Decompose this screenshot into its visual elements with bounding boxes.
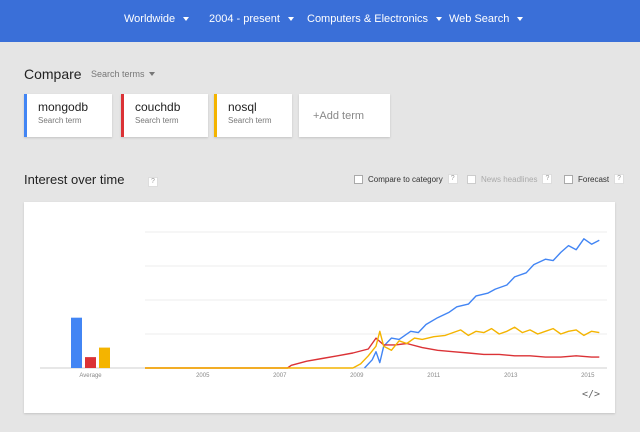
term-color-bar	[121, 94, 124, 137]
term-name: couchdb	[135, 100, 181, 114]
x-tick-label: 2015	[581, 373, 595, 379]
average-bar-mongodb	[71, 317, 82, 368]
category-filter[interactable]: Computers & Electronics	[307, 13, 443, 25]
compare-to-category-checkbox[interactable]	[354, 174, 363, 184]
news-headlines-option: News headlines ?	[467, 174, 553, 184]
interest-over-time-heading: Interest over time	[24, 172, 125, 187]
forecast-label: Forecast	[578, 174, 610, 184]
term-name: mongodb	[38, 100, 89, 114]
filter-bar: Worldwide 2004 - present Computers & Ele…	[0, 0, 640, 42]
compare-to-category-option[interactable]: Compare to category ?	[354, 174, 458, 184]
term-card-mongodb[interactable]: mongodb Search term	[24, 94, 112, 137]
add-term-button[interactable]: +Add term	[299, 94, 390, 137]
time-range-filter[interactable]: 2004 - present	[209, 13, 294, 25]
x-tick-label: 2007	[273, 373, 287, 379]
search-terms-label: Search terms	[91, 69, 145, 79]
forecast-option[interactable]: Forecast ?	[564, 174, 625, 184]
time-range-filter-label: 2004 - present	[209, 13, 280, 25]
term-card-nosql[interactable]: nosql Search term	[214, 94, 292, 137]
news-headlines-label: News headlines	[481, 174, 538, 184]
help-icon[interactable]: ?	[542, 174, 553, 184]
chevron-down-icon	[287, 17, 294, 21]
series-line-nosql	[145, 326, 600, 369]
forecast-checkbox[interactable]	[564, 174, 573, 184]
term-name: nosql	[228, 100, 257, 114]
compare-to-category-label: Compare to category	[368, 174, 443, 184]
x-tick-label: 2005	[196, 373, 210, 379]
term-subtitle: Search term	[135, 116, 179, 125]
region-filter[interactable]: Worldwide	[124, 13, 190, 25]
search-type-filter-label: Web Search	[449, 13, 510, 25]
interest-chart: Average 2005 2007 2009 2011 2013 2015	[40, 231, 607, 379]
embed-code-icon[interactable]: </>	[581, 389, 600, 400]
region-filter-label: Worldwide	[124, 13, 176, 25]
average-bar-couchdb	[85, 357, 96, 368]
category-filter-label: Computers & Electronics	[307, 13, 429, 25]
x-tick-label: 2011	[427, 373, 441, 379]
help-icon[interactable]: ?	[148, 177, 158, 187]
interest-chart-card: Average 2005 2007 2009 2011 2013 2015 </>	[24, 202, 615, 413]
term-color-bar	[214, 94, 217, 137]
help-icon[interactable]: ?	[447, 174, 458, 184]
compare-heading: Compare	[24, 66, 82, 82]
news-headlines-checkbox	[467, 174, 476, 184]
chevron-down-icon	[183, 17, 190, 21]
term-card-couchdb[interactable]: couchdb Search term	[121, 94, 208, 137]
term-subtitle: Search term	[228, 116, 272, 125]
series-line-mongodb	[363, 238, 600, 369]
help-icon[interactable]: ?	[614, 174, 625, 184]
term-subtitle: Search term	[38, 116, 82, 125]
chevron-down-icon	[148, 72, 155, 76]
x-tick-label: 2009	[350, 373, 364, 379]
average-bar-nosql	[99, 347, 110, 368]
search-type-filter[interactable]: Web Search	[449, 13, 524, 25]
average-label: Average	[79, 373, 102, 379]
term-color-bar	[24, 94, 27, 137]
chevron-down-icon	[517, 17, 524, 21]
search-terms-dropdown[interactable]: Search terms	[91, 69, 155, 79]
series-line-couchdb	[145, 337, 600, 369]
chevron-down-icon	[436, 17, 443, 21]
x-tick-label: 2013	[504, 373, 518, 379]
